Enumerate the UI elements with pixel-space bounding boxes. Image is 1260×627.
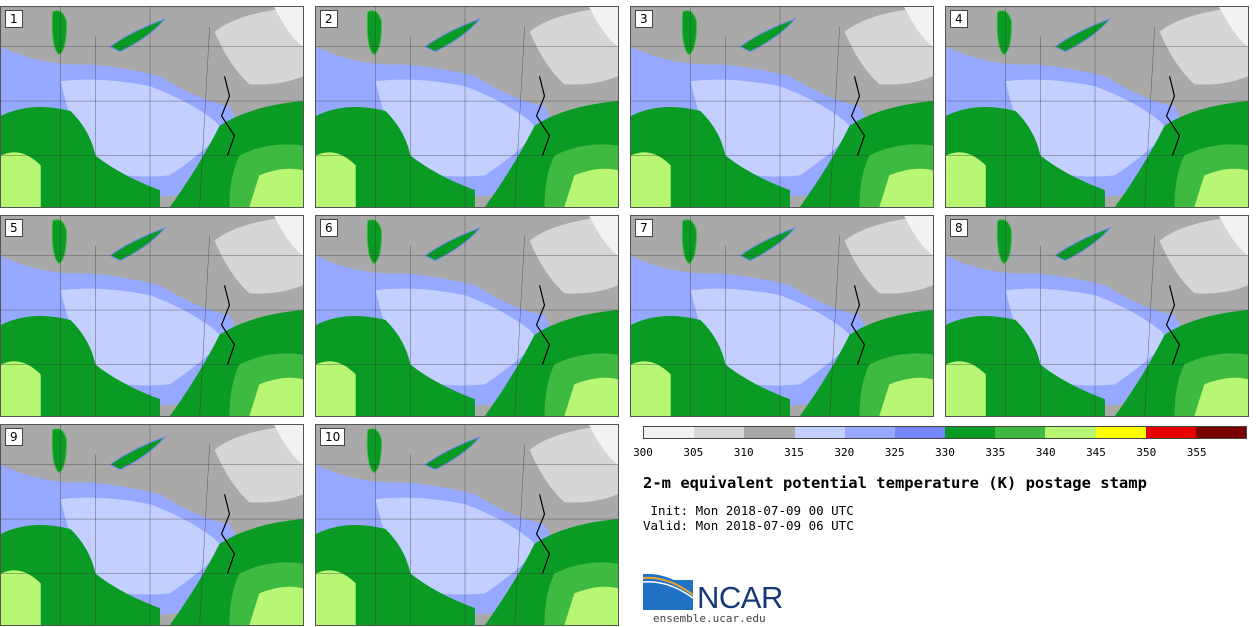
colorbar-segment xyxy=(1045,427,1096,438)
member-label: 8 xyxy=(950,219,968,237)
colorbar-tick-label: 345 xyxy=(1086,446,1106,459)
site-url[interactable]: ensemble.ucar.edu xyxy=(653,612,766,625)
colorbar-segment xyxy=(894,427,946,438)
colorbar-segment xyxy=(1195,427,1247,438)
ensemble-member-panel: 1 xyxy=(0,6,304,208)
ensemble-member-panel: 8 xyxy=(945,215,1249,417)
member-label: 4 xyxy=(950,10,968,28)
theta-e-map xyxy=(946,216,1248,416)
ensemble-member-panel: 7 xyxy=(630,215,934,417)
ensemble-member-panel: 10 xyxy=(315,424,619,626)
colorbar-tick-label: 310 xyxy=(733,446,754,459)
ensemble-member-panel: 9 xyxy=(0,424,304,626)
member-label: 1 xyxy=(5,10,23,28)
figure-title: 2-m equivalent potential temperature (K)… xyxy=(643,474,1147,492)
colorbar xyxy=(643,426,1247,439)
colorbar-segment xyxy=(945,427,996,438)
colorbar-tick-label: 300 xyxy=(633,446,653,459)
ensemble-member-panel: 2 xyxy=(315,6,619,208)
logo-text: NCAR xyxy=(697,580,783,615)
colorbar-tick-label: 325 xyxy=(884,446,905,459)
theta-e-map xyxy=(946,7,1248,207)
colorbar-ticks: 300 305 310 315 320 325 330 335 340 345 350 355 xyxy=(633,446,1247,460)
ensemble-member-panel: 5 xyxy=(0,215,304,417)
member-label: 9 xyxy=(5,428,23,446)
valid-time: Valid: Mon 2018-07-09 06 UTC xyxy=(643,518,854,533)
member-label: 5 xyxy=(5,219,23,237)
theta-e-map xyxy=(316,425,618,625)
colorbar-tick-label: 335 xyxy=(985,446,1006,459)
member-label: 6 xyxy=(320,219,338,237)
colorbar-tick-label: 320 xyxy=(834,446,855,459)
init-time: Init: Mon 2018-07-09 00 UTC xyxy=(643,503,854,518)
colorbar-segment xyxy=(744,427,795,438)
member-label: 10 xyxy=(320,428,346,446)
colorbar-tick-label: 340 xyxy=(1035,446,1056,459)
colorbar-tick-label: 315 xyxy=(784,446,804,459)
theta-e-map xyxy=(631,216,933,416)
colorbar-tick-label: 350 xyxy=(1136,446,1157,459)
colorbar-segment xyxy=(644,427,695,438)
theta-e-map xyxy=(316,216,618,416)
theta-e-map xyxy=(1,7,303,207)
ensemble-member-panel: 4 xyxy=(945,6,1249,208)
theta-e-map xyxy=(1,425,303,625)
ensemble-member-panel: 6 xyxy=(315,215,619,417)
member-label: 3 xyxy=(635,10,653,28)
colorbar-segment xyxy=(844,427,895,438)
ncar-logo-icon xyxy=(643,573,694,610)
colorbar-tick-label: 355 xyxy=(1186,446,1207,459)
colorbar-tick-label: 330 xyxy=(935,446,955,459)
member-label: 7 xyxy=(635,219,653,237)
colorbar-tick-label: 305 xyxy=(683,446,704,459)
theta-e-map xyxy=(1,216,303,416)
colorbar-segment xyxy=(995,427,1046,438)
colorbar-segment xyxy=(1145,427,1196,438)
colorbar-segment xyxy=(1095,427,1146,438)
colorbar-segment xyxy=(694,427,745,438)
theta-e-map xyxy=(631,7,933,207)
theta-e-map xyxy=(316,7,618,207)
member-label: 2 xyxy=(320,10,338,28)
colorbar-segment xyxy=(794,427,845,438)
ensemble-member-panel: 3 xyxy=(630,6,934,208)
